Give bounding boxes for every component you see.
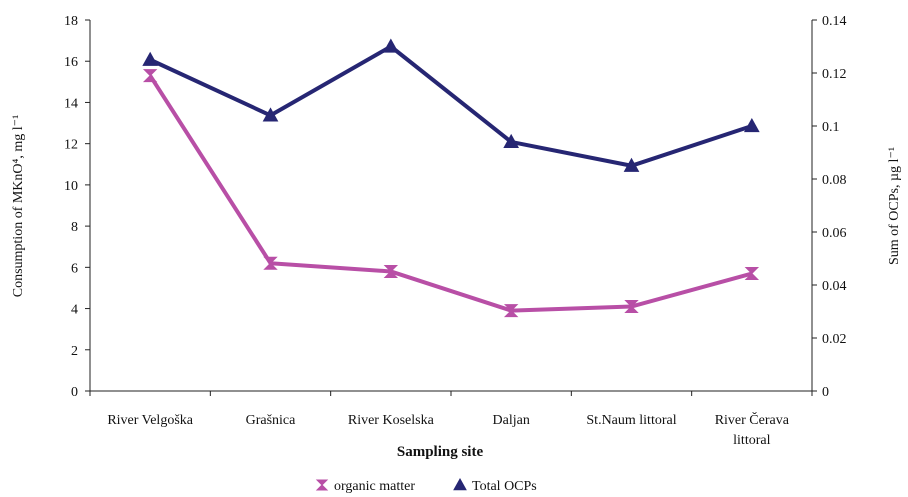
right-tick-label: 0.08	[822, 173, 847, 188]
left-tick-label: 14	[64, 96, 78, 111]
data-point-organic-matter	[503, 304, 519, 318]
left-tick-label: 10	[64, 179, 78, 194]
legend-label-organic-matter: organic matter	[334, 479, 415, 494]
left-tick-label: 0	[71, 385, 78, 400]
left-tick-label: 6	[71, 261, 78, 276]
right-tick-label: 0.04	[822, 279, 847, 294]
x-tick-label: River Velgoška	[107, 413, 193, 428]
series-line-organic-matter	[148, 74, 753, 313]
data-point-organic-matter	[383, 264, 399, 278]
left-tick-label: 18	[64, 14, 78, 29]
x-tick-label: Daljan	[493, 413, 530, 428]
left-axis-title: Consumption of MKnO⁴, mg l⁻¹	[11, 115, 26, 298]
right-tick-label: 0.12	[822, 67, 847, 82]
data-point-total-ocps	[382, 38, 399, 53]
left-tick-label: 16	[64, 55, 78, 70]
left-tick-label: 2	[71, 344, 78, 359]
x-tick-label-group: St.Naum littoral	[586, 413, 676, 428]
x-axis-title: Sampling site	[397, 444, 484, 460]
x-tick-label-group: Grašnica	[246, 413, 297, 428]
left-tick-label: 8	[71, 220, 78, 235]
legend-label-total-ocps: Total OCPs	[472, 479, 537, 494]
right-tick-label: 0.14	[822, 14, 847, 29]
data-point-total-ocps	[142, 51, 159, 66]
right-tick-label: 0.06	[822, 226, 847, 241]
data-point-organic-matter	[624, 299, 639, 313]
axes: 0 2 4 6 8 10 12 14 16 18 0 0.02 0.04 0.06 0.08 0.1 0.12 0…	[64, 14, 847, 448]
x-tick-label: River Čerava	[715, 411, 790, 428]
data-point-organic-matter	[744, 267, 760, 281]
legend-item-organic-matter: organic matter	[315, 479, 415, 494]
legend: organic matter Total OCPs	[315, 477, 537, 494]
x-tick-label-group: River Velgoška	[107, 413, 193, 428]
right-tick-label: 0.1	[822, 120, 840, 135]
x-tick-label: Grašnica	[246, 413, 297, 428]
series-layer	[142, 38, 760, 318]
series-line-total-ocps	[149, 44, 753, 168]
x-tick-label: River Koselska	[348, 413, 435, 428]
x-tick-label-group: Daljan	[493, 413, 530, 428]
x-tick-label: St.Naum littoral	[586, 413, 676, 428]
legend-marker-organic-matter	[315, 479, 329, 491]
right-tick-label: 0	[822, 385, 829, 400]
legend-item-total-ocps: Total OCPs	[453, 477, 537, 494]
data-point-total-ocps	[503, 133, 520, 148]
x-tick-label-group: River Koselska	[348, 413, 435, 428]
left-tick-label: 12	[64, 138, 78, 153]
data-point-organic-matter	[142, 69, 158, 83]
right-axis-title: Sum of OCPs, µg l⁻¹	[887, 147, 902, 265]
legend-marker-total-ocps	[453, 477, 467, 491]
x-tick-label-group: River Čerava littoral	[715, 411, 790, 448]
data-point-total-ocps	[623, 157, 640, 172]
series-organic-matter	[142, 69, 760, 318]
data-point-total-ocps	[262, 107, 279, 122]
left-tick-label: 4	[71, 303, 78, 318]
x-tick-label: littoral	[733, 433, 770, 448]
data-point-organic-matter	[263, 256, 278, 270]
right-tick-label: 0.02	[822, 332, 847, 347]
series-total-ocps	[142, 38, 760, 172]
data-point-total-ocps	[743, 117, 760, 133]
